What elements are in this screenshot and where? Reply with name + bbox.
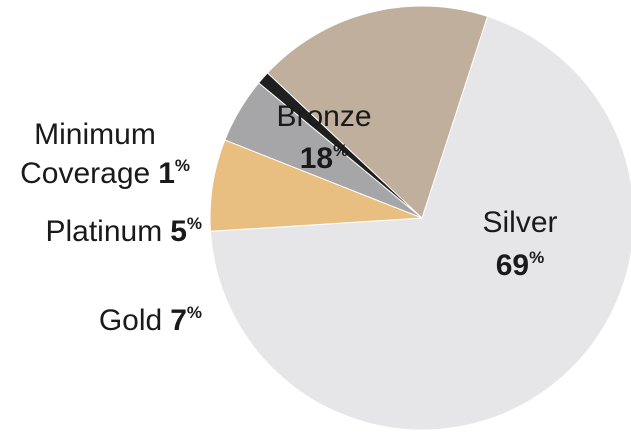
pie-slice-bronze [266,5,489,219]
pie-slices [209,5,631,431]
slice-value-silver: 69% [496,248,545,282]
slice-label-silver: Silver [482,206,557,239]
slice-label-gold: Gold 7% [99,303,202,337]
slice-value-bronze: 18% [300,141,349,175]
slice-label-minimum-coverage-line2: Coverage 1% [20,156,190,190]
slice-label-minimum-coverage-line1: Minimum [34,118,156,151]
pie-slice-silver [209,15,631,431]
slice-label-platinum: Platinum 5% [45,214,202,248]
slice-label-bronze: Bronze [276,100,371,133]
